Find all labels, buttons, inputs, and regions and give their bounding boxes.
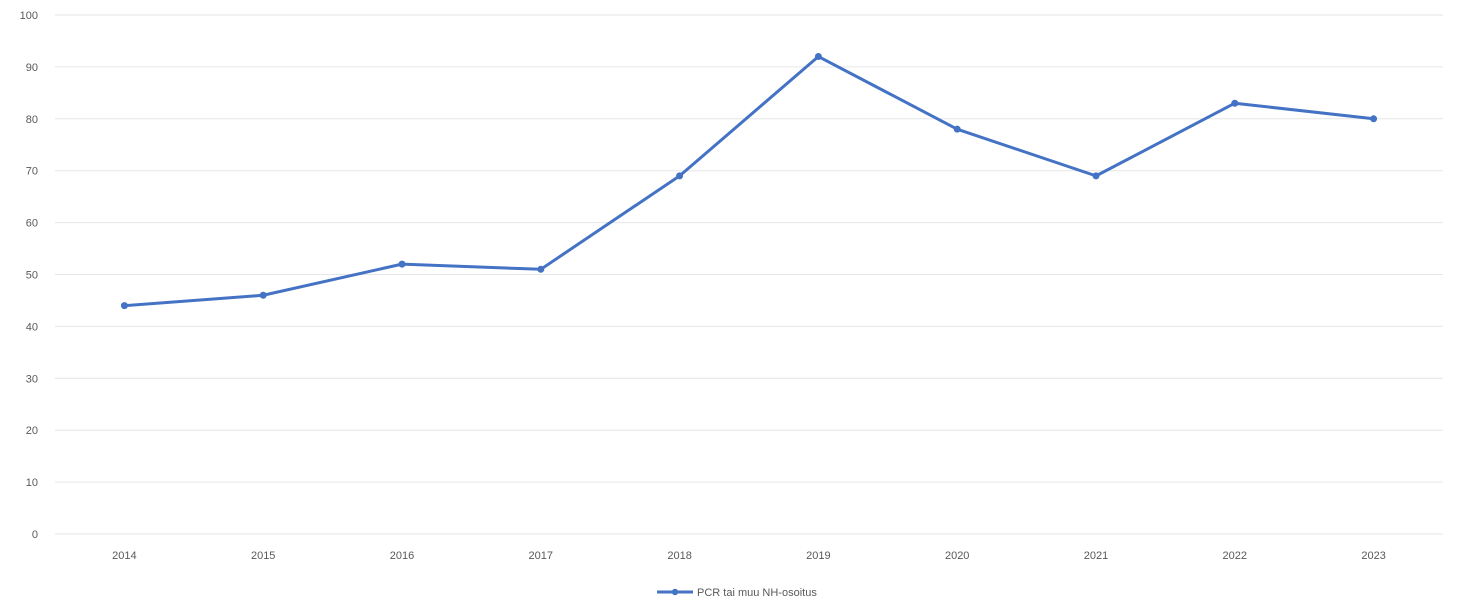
series-points [120,53,1378,310]
x-tick-label: 2017 [529,550,553,562]
data-point [1370,115,1378,123]
x-tick-label: 2019 [806,550,830,562]
x-tick-label: 2015 [251,550,275,562]
x-tick-label: 2022 [1223,550,1247,562]
y-tick-label: 60 [26,218,38,230]
y-tick-label: 100 [20,10,38,22]
data-point [537,265,545,273]
data-point [1092,172,1100,180]
legend-marker [671,588,679,596]
y-tick-label: 50 [26,270,38,282]
data-point [814,53,822,61]
y-tick-label: 70 [26,166,38,178]
y-tick-label: 20 [26,425,38,437]
legend-label: PCR tai muu NH-osoitus [697,587,817,599]
gridlines [55,14,1443,535]
x-tick-label: 2023 [1361,550,1385,562]
y-tick-label: 0 [32,529,38,541]
data-point [120,302,128,310]
series-line [122,55,1376,308]
data-point [259,291,267,299]
data-point [1231,99,1239,107]
x-tick-label: 2016 [390,550,414,562]
y-axis-ticks: 0 10 20 30 40 50 60 70 80 90 100 [20,10,38,541]
y-tick-label: 10 [26,477,38,489]
x-tick-label: 2020 [945,550,969,562]
y-tick-label: 90 [26,62,38,74]
data-point [953,125,961,133]
data-point [676,172,684,180]
y-tick-label: 80 [26,114,38,126]
y-tick-label: 40 [26,321,38,333]
x-tick-label: 2018 [667,550,691,562]
x-axis-ticks: 2014 2015 2016 2017 2018 2019 2020 2021 2022 2023 [112,550,1386,562]
x-tick-label: 2021 [1084,550,1108,562]
x-tick-label: 2014 [112,550,136,562]
data-point [398,260,406,268]
y-tick-label: 30 [26,373,38,385]
legend: PCR tai muu NH-osoitus [657,587,817,599]
series-lines [122,55,1376,308]
